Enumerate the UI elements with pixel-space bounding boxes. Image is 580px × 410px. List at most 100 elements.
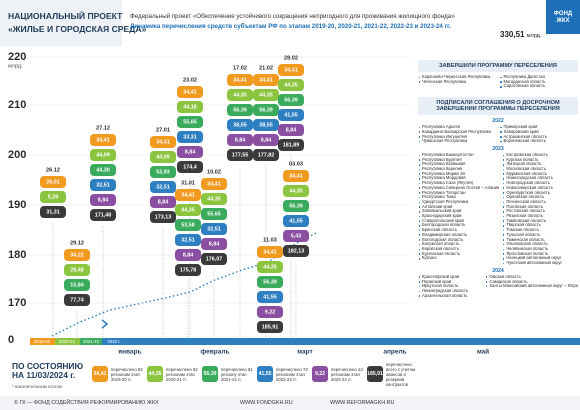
- bullet: [418, 253, 421, 255]
- region-item: Пензенская область: [502, 200, 578, 205]
- date-label: 28.02: [284, 55, 298, 61]
- date-label: 27.01: [156, 127, 170, 133]
- region-name: Липецкая область: [506, 162, 542, 167]
- region-item: Архангельская область: [418, 294, 482, 299]
- region-columns: Республика Башкортостан Республика Буряти…: [418, 153, 578, 266]
- region-item: Псковская область: [502, 205, 578, 210]
- legend-text: перечислено 82 регионам этап 2020-21 гг.: [166, 366, 198, 382]
- legend-swatch: 9,22: [312, 366, 328, 382]
- bullet: [502, 178, 505, 180]
- region-list: Костромская область Курская область Липецк…: [502, 153, 578, 266]
- region-name: Республика Саха (Якутия): [422, 181, 474, 186]
- bullet: [418, 182, 421, 185]
- month-label: апрель: [383, 349, 406, 356]
- legend-text: перечислено всего с учетом авансов и рез…: [386, 361, 416, 387]
- note: * накопительным итогом: [12, 384, 62, 389]
- value-label: 8,84: [209, 242, 220, 248]
- y-tick-label: 190: [8, 199, 26, 211]
- region-item: Ненецкий автономный округ: [502, 256, 578, 261]
- bullet: [418, 215, 421, 218]
- value-label: 41,55: [263, 295, 277, 301]
- value-pill: [64, 279, 90, 291]
- value-label: 34,41: [289, 174, 303, 180]
- region-name: Астраханская область: [503, 134, 547, 139]
- value-pill: [64, 294, 90, 306]
- region-name: Кабардино-Балкарская Республика: [422, 129, 492, 134]
- value-label: 44,35: [233, 93, 247, 99]
- value-pill: [175, 204, 201, 216]
- value-label: 8,84: [286, 128, 297, 134]
- panel-title: ЗАВЕРШИЛИ ПРОГРАММУ ПЕРЕСЕЛЕНИЯ: [418, 60, 578, 72]
- bullet: [418, 234, 421, 237]
- value-pill: [150, 151, 176, 163]
- region-name: Московская область: [506, 167, 546, 172]
- region-name: Мурманская область: [506, 171, 548, 176]
- value-pill: [150, 196, 176, 208]
- region-name: Челябинская область: [506, 246, 549, 251]
- region-name: Чукотский автономный округ: [506, 261, 563, 266]
- bullet: [502, 225, 505, 227]
- region-item: Московская область: [502, 167, 578, 172]
- legend-text: перечислено 81 региону этап 2021-22 гг.: [221, 366, 253, 382]
- value-pill: [278, 64, 304, 76]
- region-item: Республика Калмыкия: [418, 162, 499, 167]
- value-pill: [201, 178, 227, 190]
- value-pill: [150, 181, 176, 193]
- bullet: [502, 173, 505, 175]
- bullet: [500, 81, 502, 83]
- date-label: 31.01: [181, 180, 195, 186]
- bullet: [418, 140, 421, 143]
- value-pill: [175, 219, 201, 231]
- legend-swatch: 185,91: [367, 366, 383, 382]
- region-name: Республика Тыва: [422, 195, 456, 200]
- region-item: Костромская область: [502, 153, 578, 158]
- value-label: 171,48: [95, 213, 112, 219]
- footer-link[interactable]: WWW.REFORMAGKH.RU: [330, 400, 395, 406]
- value-pill: [257, 321, 283, 333]
- legend-text: перечислено 82 регионам этап 2019-20 гг.: [111, 366, 143, 382]
- region-item: Нижегородская область: [502, 176, 578, 181]
- region-name: Ростовская область: [506, 209, 546, 214]
- region-name: Ненецкий автономный округ: [506, 256, 562, 261]
- region-item: Орловская область: [502, 195, 578, 200]
- value-label: 44,35: [289, 189, 303, 195]
- region-list: Республика Башкортостан Республика Буряти…: [418, 153, 499, 266]
- value-pill: [90, 164, 116, 176]
- bullet: [502, 159, 505, 161]
- value-label: 5,29: [48, 195, 59, 201]
- value-pill: [177, 131, 203, 143]
- region-item: Мурманская область: [502, 172, 578, 177]
- title: «ЖИЛЬЕ И ГОРОДСКАЯ СРЕДА»: [8, 24, 147, 34]
- region-name: Вологодская область: [422, 237, 464, 242]
- value-label: 44,35: [259, 93, 273, 99]
- bullet: [418, 229, 421, 232]
- region-item: Тверская область: [502, 223, 578, 228]
- region-name: Республика Башкортостан: [422, 152, 474, 157]
- value-label: 44,35: [181, 208, 195, 214]
- year-label: 2024: [492, 267, 504, 274]
- bullet: [500, 126, 502, 129]
- value-label: 8,84: [98, 198, 109, 204]
- value-pill: [257, 306, 283, 318]
- value-pill: [278, 139, 304, 151]
- value-pill: [283, 185, 309, 197]
- value-pill: [227, 134, 253, 146]
- date-label: 29.12: [70, 240, 84, 246]
- region-name: Чувашская Республика: [422, 139, 468, 144]
- date-label: 21.02: [259, 65, 273, 71]
- region-name: Калужская область: [422, 242, 460, 247]
- region-name: Алтайский край: [422, 204, 453, 209]
- bullet: [502, 234, 505, 237]
- region-name: Республика Северная Осетия – Алания: [422, 185, 500, 190]
- footer-link[interactable]: WWW.FONDGKH.RU: [240, 400, 293, 406]
- value-label: 176,07: [206, 257, 223, 263]
- value-label: 32,51: [181, 238, 195, 244]
- bullet: [502, 229, 505, 232]
- region-name: Забайкальский край: [422, 209, 462, 214]
- region-item: Алтайский край: [418, 205, 499, 210]
- bullet: [418, 201, 421, 204]
- bullet: [485, 285, 488, 288]
- region-item: Белгородская область: [418, 223, 499, 228]
- value-pill: [90, 179, 116, 191]
- value-label: 28,48: [70, 268, 84, 274]
